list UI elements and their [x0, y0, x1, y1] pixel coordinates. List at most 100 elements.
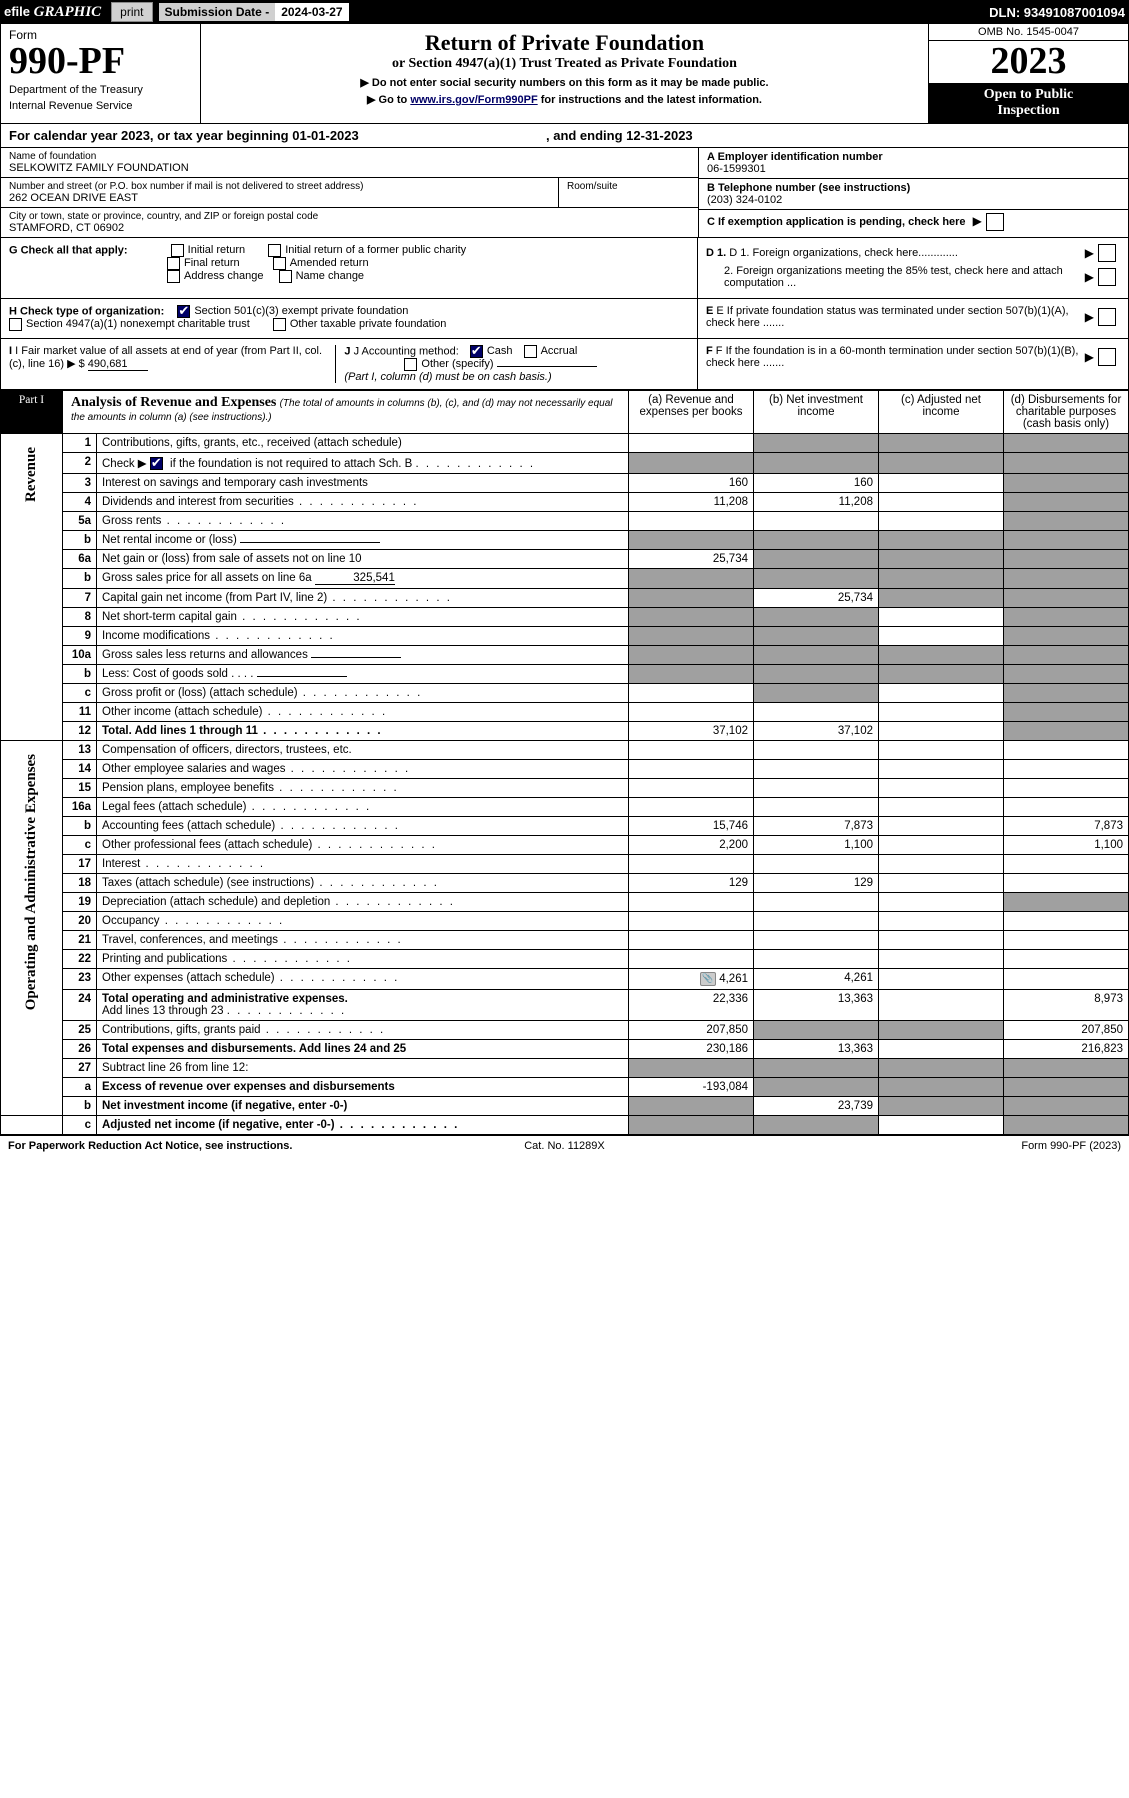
print-button[interactable]: print [111, 2, 152, 22]
line-num: 8 [63, 608, 97, 627]
line-num: b [63, 531, 97, 550]
g-address-change-checkbox[interactable] [167, 270, 180, 283]
line-desc: Net rental income or (loss) [97, 531, 629, 550]
form990pf-link[interactable]: www.irs.gov/Form990PF [410, 94, 537, 106]
col-c-header: (c) Adjusted net income [879, 390, 1004, 433]
d2-checkbox[interactable] [1098, 268, 1116, 286]
line-desc: Gross profit or (loss) (attach schedule) [97, 684, 629, 703]
form-subtitle: or Section 4947(a)(1) Trust Treated as P… [211, 56, 918, 72]
amt-a: 📎 4,261 [629, 969, 754, 990]
dept-irs: Internal Revenue Service [9, 100, 192, 112]
line-num: 1 [63, 433, 97, 452]
line-num: 9 [63, 627, 97, 646]
h-4947-checkbox[interactable] [9, 318, 22, 331]
amt-a: 37,102 [629, 722, 754, 741]
line-desc: Other employee salaries and wages [97, 760, 629, 779]
line-desc: Income modifications [97, 627, 629, 646]
goto-note: ▶ Go to www.irs.gov/Form990PF for instru… [211, 93, 918, 106]
expenses-section-label: Operating and Administrative Expenses [1, 741, 63, 1116]
h-org-type-block: H Check type of organization: Section 50… [1, 299, 698, 338]
footer-left: For Paperwork Reduction Act Notice, see … [8, 1140, 379, 1152]
schb-checkbox[interactable] [150, 457, 163, 470]
line-desc: Net short-term capital gain [97, 608, 629, 627]
amt-b: 25,734 [754, 589, 879, 608]
calendar-year-row: For calendar year 2023, or tax year begi… [0, 124, 1129, 148]
line-num: 14 [63, 760, 97, 779]
line-num: c [63, 684, 97, 703]
e-terminated-block: E E If private foundation status was ter… [698, 299, 1128, 338]
line-num: b [63, 1097, 97, 1116]
line-desc: Subtract line 26 from line 12: [97, 1059, 629, 1078]
j-cash-checkbox[interactable] [470, 345, 483, 358]
line-num: b [63, 665, 97, 684]
c-checkbox[interactable] [986, 213, 1004, 231]
g-initial-former-checkbox[interactable] [268, 244, 281, 257]
amt-b: 13,363 [754, 990, 879, 1021]
line-desc: Capital gain net income (from Part IV, l… [97, 589, 629, 608]
line-desc: Contributions, gifts, grants paid [97, 1021, 629, 1040]
line-desc: Net investment income (if negative, ente… [97, 1097, 629, 1116]
year-block: OMB No. 1545-0047 2023 Open to PublicIns… [928, 24, 1128, 123]
line-num: b [63, 817, 97, 836]
line-num: 10a [63, 646, 97, 665]
amt-d: 7,873 [1004, 817, 1129, 836]
amt-b: 23,739 [754, 1097, 879, 1116]
line-desc: Legal fees (attach schedule) [97, 798, 629, 817]
h-other-taxable-checkbox[interactable] [273, 318, 286, 331]
line-num: 17 [63, 855, 97, 874]
line-desc: Excess of revenue over expenses and disb… [97, 1078, 629, 1097]
f-checkbox[interactable] [1098, 348, 1116, 366]
ein-cell: A Employer identification number 06-1599… [699, 148, 1128, 179]
h-501c3-checkbox[interactable] [177, 305, 190, 318]
line-desc: Net gain or (loss) from sale of assets n… [97, 550, 629, 569]
amt-b: 160 [754, 474, 879, 493]
line-desc: Gross rents [97, 512, 629, 531]
amt-a: -193,084 [629, 1078, 754, 1097]
g-amended-return-checkbox[interactable] [273, 257, 286, 270]
line-desc: Other expenses (attach schedule) [97, 969, 629, 990]
line-desc: Taxes (attach schedule) (see instruction… [97, 874, 629, 893]
amt-b: 1,100 [754, 836, 879, 855]
line-desc: Travel, conferences, and meetings [97, 931, 629, 950]
g-initial-return-checkbox[interactable] [171, 244, 184, 257]
tax-year: 2023 [929, 41, 1128, 83]
e-checkbox[interactable] [1098, 308, 1116, 326]
amt-a: 22,336 [629, 990, 754, 1021]
amt-a: 2,200 [629, 836, 754, 855]
line-desc: Occupancy [97, 912, 629, 931]
amt-a: 25,734 [629, 550, 754, 569]
accounting-method-block: J J Accounting method: Cash Accrual Othe… [335, 345, 689, 383]
schedule-icon[interactable]: 📎 [700, 972, 716, 986]
line-num: 2 [63, 452, 97, 473]
exemption-pending-cell: C If exemption application is pending, c… [699, 210, 1128, 234]
dln-value: DLN: 93491087001094 [989, 5, 1125, 20]
col-d-header: (d) Disbursements for charitable purpose… [1004, 390, 1129, 433]
foundation-name-cell: Name of foundation SELKOWITZ FAMILY FOUN… [1, 148, 698, 178]
line-num: 12 [63, 722, 97, 741]
efile-header-bar: efile GRAPHIC print Submission Date - 20… [0, 0, 1129, 24]
form-title-block: Return of Private Foundation or Section … [201, 24, 928, 123]
line-num: 5a [63, 512, 97, 531]
part1-label: Part I [1, 390, 63, 433]
part1-title-cell: Analysis of Revenue and Expenses (The to… [63, 390, 629, 433]
line-desc: Gross sales price for all assets on line… [97, 569, 629, 589]
line-num: 24 [63, 990, 97, 1021]
d1-checkbox[interactable] [1098, 244, 1116, 262]
line-num: 15 [63, 779, 97, 798]
line-num: 4 [63, 493, 97, 512]
j-accrual-checkbox[interactable] [524, 345, 537, 358]
amt-b: 129 [754, 874, 879, 893]
g-final-return-checkbox[interactable] [167, 257, 180, 270]
line-num: a [63, 1078, 97, 1097]
line-desc: Contributions, gifts, grants, etc., rece… [97, 433, 629, 452]
j-other-checkbox[interactable] [404, 358, 417, 371]
form-header: Form 990-PF Department of the Treasury I… [0, 24, 1129, 124]
line-num: 22 [63, 950, 97, 969]
line-desc: Gross sales less returns and allowances [97, 646, 629, 665]
line-desc: Total expenses and disbursements. Add li… [97, 1040, 629, 1059]
telephone-cell: B Telephone number (see instructions) (2… [699, 179, 1128, 210]
f-60month-block: F F If the foundation is in a 60-month t… [698, 339, 1128, 389]
line-desc: Depreciation (attach schedule) and deple… [97, 893, 629, 912]
ssn-note: ▶ Do not enter social security numbers o… [211, 76, 918, 89]
g-name-change-checkbox[interactable] [279, 270, 292, 283]
